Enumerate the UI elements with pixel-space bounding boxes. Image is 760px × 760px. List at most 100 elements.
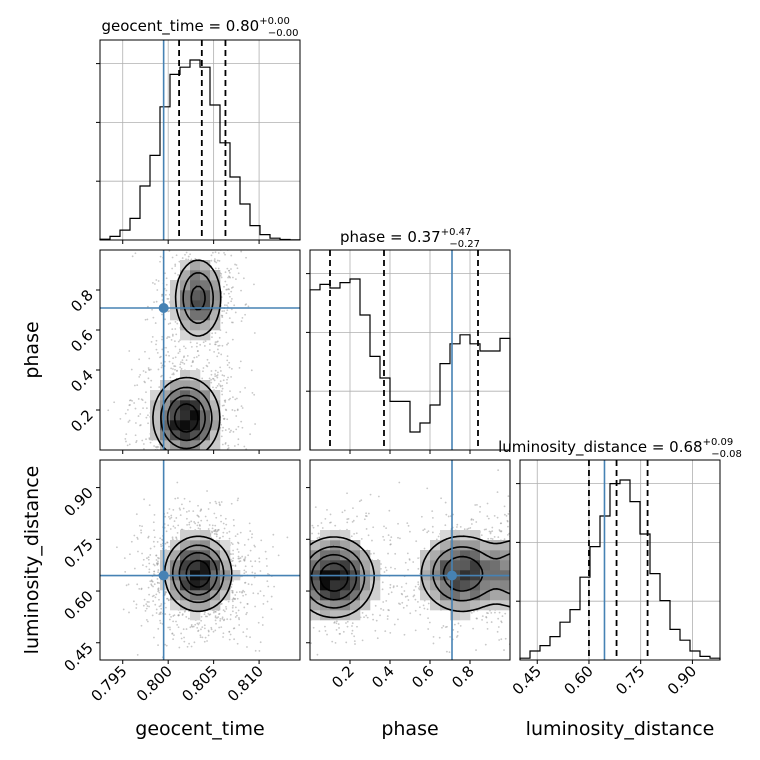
sample-point bbox=[191, 361, 194, 364]
sample-point bbox=[119, 417, 122, 420]
sample-point bbox=[531, 581, 533, 583]
density-cell bbox=[180, 530, 191, 541]
sample-point bbox=[406, 595, 409, 598]
x-tick-label: 0.6 bbox=[408, 662, 438, 692]
sample-point bbox=[234, 263, 236, 266]
sample-point bbox=[542, 597, 544, 599]
sample-point bbox=[308, 559, 310, 561]
sample-point bbox=[316, 537, 319, 540]
sample-point bbox=[209, 613, 212, 616]
hist-geocent-time-marks bbox=[96, 39, 301, 244]
sample-point bbox=[331, 640, 334, 643]
sample-point bbox=[128, 350, 131, 352]
density-cell bbox=[420, 580, 431, 591]
sample-point bbox=[217, 529, 219, 531]
sample-point bbox=[414, 585, 417, 588]
sample-point bbox=[399, 537, 401, 540]
sample-point bbox=[189, 202, 191, 204]
sample-point bbox=[557, 623, 559, 625]
sample-point bbox=[346, 620, 349, 623]
sample-point bbox=[285, 561, 287, 563]
sample-point bbox=[148, 605, 150, 608]
sample-point bbox=[177, 626, 180, 629]
sample-point bbox=[551, 549, 553, 551]
sample-point bbox=[168, 618, 171, 621]
sample-point bbox=[230, 502, 233, 505]
sample-point bbox=[155, 593, 158, 596]
sample-point bbox=[136, 538, 139, 540]
sample-point bbox=[161, 461, 163, 463]
sample-point bbox=[153, 283, 156, 285]
sample-point bbox=[194, 257, 197, 260]
sample-point bbox=[379, 614, 381, 617]
density-cell bbox=[170, 300, 181, 311]
sample-point bbox=[538, 569, 540, 571]
sample-point bbox=[526, 522, 528, 524]
sample-point bbox=[318, 630, 321, 633]
sample-point bbox=[219, 619, 222, 622]
sample-point bbox=[230, 297, 233, 300]
sample-point bbox=[174, 265, 177, 267]
sample-point bbox=[234, 597, 236, 600]
sample-point bbox=[532, 609, 534, 611]
sample-point bbox=[238, 617, 240, 619]
sample-point bbox=[542, 612, 544, 614]
sample-point bbox=[208, 524, 211, 526]
sample-point bbox=[231, 409, 234, 411]
sample-point bbox=[237, 609, 240, 612]
sample-point bbox=[334, 642, 337, 644]
sample-point bbox=[522, 537, 524, 539]
sample-point bbox=[220, 602, 223, 605]
sample-point bbox=[240, 405, 243, 407]
sample-point bbox=[205, 245, 207, 247]
sample-point bbox=[257, 621, 260, 624]
sample-point bbox=[496, 630, 499, 633]
sample-point bbox=[530, 620, 532, 622]
sample-point bbox=[338, 632, 341, 635]
density-cell bbox=[170, 280, 181, 291]
x-tick-label: 0.2 bbox=[328, 662, 358, 692]
sample-point bbox=[513, 537, 515, 539]
sample-point bbox=[548, 561, 550, 563]
sample-point bbox=[289, 580, 291, 582]
sample-point bbox=[297, 630, 299, 632]
sample-point bbox=[215, 455, 217, 457]
sample-point bbox=[169, 322, 172, 325]
sample-point bbox=[512, 618, 514, 620]
sample-point bbox=[212, 611, 215, 614]
axes-frame bbox=[99, 39, 301, 241]
sample-point bbox=[236, 597, 239, 600]
sample-point bbox=[186, 517, 188, 520]
sample-point bbox=[228, 269, 230, 272]
sample-point bbox=[176, 531, 179, 534]
sample-point bbox=[176, 481, 179, 484]
sample-point bbox=[185, 258, 187, 261]
density-cell bbox=[330, 610, 341, 621]
sample-point bbox=[158, 462, 160, 464]
density-cell bbox=[360, 560, 371, 571]
sample-point bbox=[308, 574, 310, 576]
sample-point bbox=[151, 308, 153, 311]
sample-point bbox=[310, 642, 312, 645]
sample-point bbox=[427, 628, 430, 630]
sample-point bbox=[204, 340, 207, 343]
sample-point bbox=[128, 611, 130, 614]
sample-point bbox=[175, 232, 177, 234]
density-cell bbox=[180, 580, 191, 591]
sample-point bbox=[208, 361, 210, 364]
sample-point bbox=[134, 407, 137, 410]
sample-point bbox=[172, 238, 174, 240]
sample-point bbox=[155, 279, 158, 281]
sample-point bbox=[222, 531, 225, 534]
sample-point bbox=[267, 588, 269, 590]
sample-point bbox=[232, 580, 234, 582]
sample-point bbox=[150, 584, 153, 587]
sample-point bbox=[259, 570, 262, 572]
x-tick-label: 0.795 bbox=[87, 662, 130, 705]
sample-point bbox=[512, 524, 514, 526]
sample-point bbox=[288, 577, 290, 579]
sample-point bbox=[220, 514, 222, 517]
density-cell bbox=[440, 540, 451, 551]
sample-point bbox=[213, 259, 216, 262]
density-cell bbox=[330, 540, 341, 551]
